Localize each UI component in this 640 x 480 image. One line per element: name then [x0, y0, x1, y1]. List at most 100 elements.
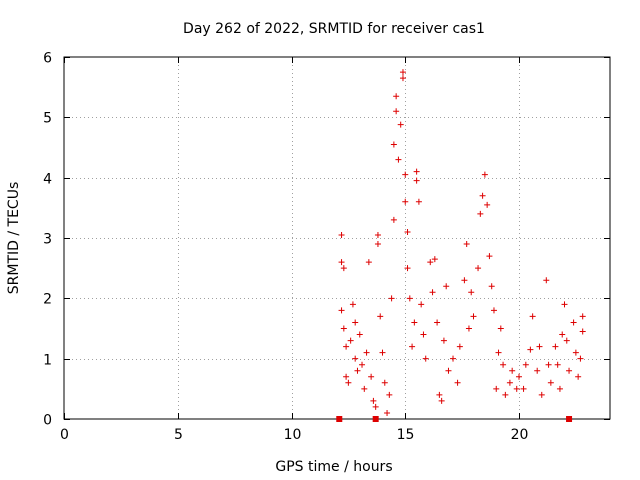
data-point	[390, 141, 397, 148]
data-point	[377, 313, 384, 320]
data-point	[422, 355, 429, 362]
data-point	[461, 277, 468, 284]
data-point	[502, 391, 509, 398]
data-point	[534, 367, 541, 374]
data-point	[520, 385, 527, 392]
data-point	[566, 367, 573, 374]
x-tick-label: 0	[60, 427, 69, 443]
y-tick-label: 4	[43, 172, 52, 188]
data-point	[572, 349, 579, 356]
data-point	[411, 319, 418, 326]
data-point	[431, 256, 438, 263]
data-point	[374, 241, 381, 248]
data-point	[363, 349, 370, 356]
data-point	[379, 349, 386, 356]
data-point	[497, 325, 504, 332]
data-point	[402, 198, 409, 205]
data-point	[552, 343, 559, 350]
data-point	[579, 328, 586, 335]
data-point	[538, 391, 545, 398]
data-point	[345, 379, 352, 386]
data-point	[429, 289, 436, 296]
data-point	[338, 259, 345, 266]
data-point	[490, 307, 497, 314]
data-point	[352, 319, 359, 326]
data-point	[343, 373, 350, 380]
data-point	[484, 201, 491, 208]
data-point	[413, 168, 420, 175]
data-point	[556, 385, 563, 392]
data-point	[577, 355, 584, 362]
gap-marker	[336, 416, 343, 422]
data-point	[495, 349, 502, 356]
data-point	[370, 397, 377, 404]
data-point	[465, 325, 472, 332]
data-point	[468, 289, 475, 296]
data-point	[554, 361, 561, 368]
data-point	[529, 313, 536, 320]
y-tick-label: 1	[43, 353, 52, 369]
data-point	[359, 361, 366, 368]
chart-title: Day 262 of 2022, SRMTID for receiver cas…	[183, 21, 485, 37]
data-point	[486, 253, 493, 260]
data-point	[404, 228, 411, 235]
data-point	[397, 121, 404, 128]
data-point	[418, 301, 425, 308]
data-point	[527, 346, 534, 353]
data-point	[463, 241, 470, 248]
data-point	[343, 343, 350, 350]
data-point	[579, 313, 586, 320]
data-point	[349, 301, 356, 308]
data-point	[338, 231, 345, 238]
data-point	[450, 355, 457, 362]
data-point	[445, 367, 452, 374]
data-point	[402, 171, 409, 178]
data-point	[338, 307, 345, 314]
data-point	[456, 343, 463, 350]
data-point	[547, 379, 554, 386]
data-point	[381, 379, 388, 386]
gap-marker	[566, 416, 573, 422]
data-point	[406, 295, 413, 302]
data-point	[409, 343, 416, 350]
data-point	[395, 156, 402, 163]
data-point	[340, 265, 347, 272]
data-point	[347, 337, 354, 344]
data-point	[493, 385, 500, 392]
x-tick-label: 5	[174, 427, 183, 443]
data-point	[388, 295, 395, 302]
x-tick-label: 20	[511, 427, 529, 443]
x-tick-label: 15	[397, 427, 415, 443]
data-point	[443, 283, 450, 290]
data-point	[390, 216, 397, 223]
data-point	[522, 361, 529, 368]
data-point	[427, 259, 434, 266]
data-point	[513, 385, 520, 392]
data-point	[436, 391, 443, 398]
data-point	[470, 313, 477, 320]
data-point	[340, 325, 347, 332]
data-point	[575, 373, 582, 380]
y-tick-label: 3	[43, 232, 52, 248]
data-point	[536, 343, 543, 350]
data-point	[488, 283, 495, 290]
data-point	[352, 355, 359, 362]
data-point	[356, 331, 363, 338]
data-point	[479, 192, 486, 199]
data-point	[361, 385, 368, 392]
data-point	[374, 231, 381, 238]
y-tick-label: 6	[43, 51, 52, 67]
data-point	[543, 277, 550, 284]
data-point	[384, 409, 391, 416]
data-point	[481, 171, 488, 178]
data-point	[500, 361, 507, 368]
y-tick-label: 2	[43, 292, 52, 308]
data-point	[570, 319, 577, 326]
data-point	[454, 379, 461, 386]
data-point	[438, 397, 445, 404]
y-tick-label: 5	[43, 111, 52, 127]
data-point	[404, 265, 411, 272]
data-point	[516, 373, 522, 380]
data-point	[561, 301, 568, 308]
